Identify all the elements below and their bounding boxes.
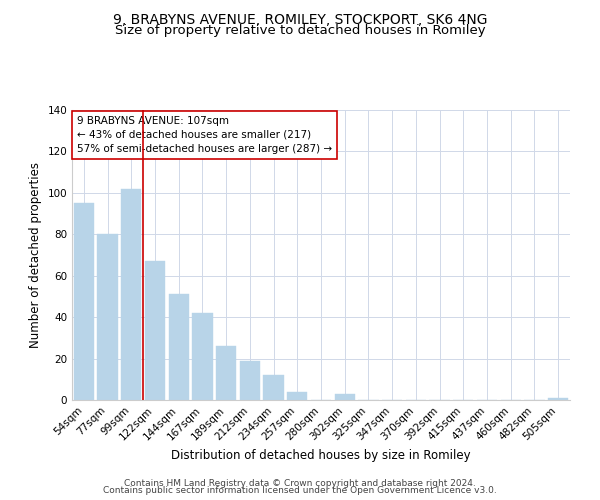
Bar [216,346,236,400]
Bar [145,261,165,400]
Bar [287,392,307,400]
Bar [121,188,142,400]
Bar [193,313,212,400]
Bar [240,360,260,400]
Bar [548,398,568,400]
Bar [169,294,189,400]
Text: 9, BRABYNS AVENUE, ROMILEY, STOCKPORT, SK6 4NG: 9, BRABYNS AVENUE, ROMILEY, STOCKPORT, S… [113,12,487,26]
Text: Contains HM Land Registry data © Crown copyright and database right 2024.: Contains HM Land Registry data © Crown c… [124,478,476,488]
Bar [335,394,355,400]
Bar [97,234,118,400]
Y-axis label: Number of detached properties: Number of detached properties [29,162,42,348]
Bar [74,203,94,400]
Text: 9 BRABYNS AVENUE: 107sqm
← 43% of detached houses are smaller (217)
57% of semi-: 9 BRABYNS AVENUE: 107sqm ← 43% of detach… [77,116,332,154]
Bar [263,375,284,400]
Text: Contains public sector information licensed under the Open Government Licence v3: Contains public sector information licen… [103,486,497,495]
Text: Size of property relative to detached houses in Romiley: Size of property relative to detached ho… [115,24,485,37]
X-axis label: Distribution of detached houses by size in Romiley: Distribution of detached houses by size … [171,448,471,462]
